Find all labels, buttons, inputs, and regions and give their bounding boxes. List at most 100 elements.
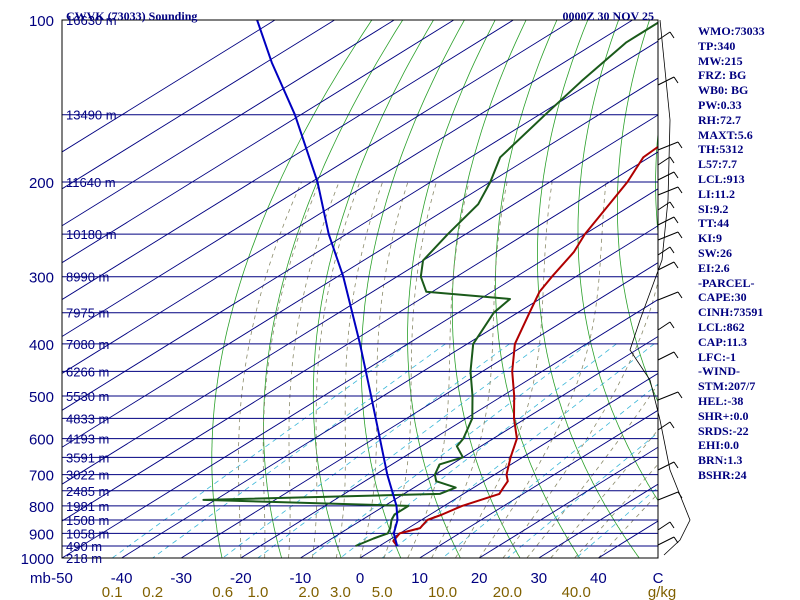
index-item: KI:9: [698, 231, 722, 246]
index-item: L57:7.7: [698, 157, 737, 172]
isotherm: [62, 151, 658, 522]
pressure-tick-label: 1000: [21, 551, 54, 568]
wind-barb: [657, 171, 675, 181]
mixing-ratio-tick-label: 0.2: [142, 584, 163, 600]
height-label: 5530 m: [66, 389, 109, 404]
temperature-tick-label: 30: [530, 570, 547, 587]
profiles: [202, 20, 658, 547]
index-item: HEL:-38: [698, 393, 744, 408]
isotherm: [62, 20, 395, 227]
wind-barb-flag: [669, 521, 675, 529]
index-item: WB0: BG: [698, 83, 749, 98]
index-item: PW:0.33: [698, 97, 742, 112]
height-label: 11640 m: [66, 175, 116, 190]
isotherm: [62, 20, 276, 153]
moist-adiabat: [262, 181, 321, 558]
index-item: MW:215: [698, 53, 743, 68]
pressure-tick-label: 800: [29, 499, 54, 516]
index-item: WMO:73033: [698, 24, 765, 38]
wind-barb-flag: [677, 291, 683, 299]
isotherm: [62, 20, 574, 338]
pressure-tick-label: 200: [29, 175, 54, 192]
isotherm: [62, 114, 658, 485]
mixing-ratio-tick-label: 40.0: [562, 584, 591, 600]
wind-barb-flag: [677, 141, 683, 149]
height-label: 490 m: [66, 539, 102, 554]
index-item: LFC:-1: [698, 349, 736, 364]
temperature-tick-label: -40: [111, 570, 133, 587]
wind-barb-flag: [669, 156, 675, 164]
wind-barb: [657, 421, 671, 431]
isotherm: [62, 20, 633, 374]
wind-barb-flag: [677, 186, 683, 194]
isotherm: [419, 409, 658, 558]
hodograph-trace: [629, 19, 691, 556]
isotherm: [478, 446, 658, 558]
pressure-tick-label: 300: [29, 270, 54, 287]
wind-barb-flag: [677, 391, 683, 399]
index-item: SI:9.2: [698, 201, 729, 216]
isotherm: [62, 20, 335, 190]
index-item: -WIND-: [698, 364, 740, 379]
wind-barb-flag: [673, 216, 679, 224]
moist-adiabat: [237, 181, 302, 558]
wind-barb: [657, 391, 679, 401]
temperature-tick-label: -30: [170, 570, 192, 587]
wind-barb-flag: [677, 231, 683, 239]
mixing-ratio-tick-label: 3.0: [330, 584, 351, 600]
moist-adiabat: [526, 383, 658, 558]
pressure-unit-label: mb: [30, 570, 51, 587]
wind-barb: [657, 321, 671, 331]
index-item: TH:5312: [698, 142, 744, 157]
wind-barb-flag: [673, 351, 679, 359]
index-item: TT:44: [698, 216, 730, 231]
pressure-tick-label: 500: [29, 389, 54, 406]
index-item: CAP:11.3: [698, 334, 747, 349]
index-item: RH:72.7: [698, 112, 741, 127]
index-item: CINH:73591: [698, 305, 764, 320]
height-label: 8990 m: [66, 270, 109, 285]
index-item: STM:207/7: [698, 379, 756, 394]
index-item: LI:11.2: [698, 186, 736, 201]
wind-barb: [657, 521, 671, 531]
isotherm: [62, 77, 658, 448]
height-label: 1981 m: [66, 499, 109, 514]
pressure-tick-label: 900: [29, 526, 54, 543]
dewpoint-profile: [202, 21, 658, 547]
index-item: LCL:862: [698, 319, 745, 334]
index-item: MAXT:5.6: [698, 127, 753, 142]
height-label: 10180 m: [66, 227, 117, 242]
isotherm: [300, 335, 658, 558]
wind-barb: [657, 461, 675, 471]
height-label: 16630 m: [66, 13, 117, 28]
temperature-tick-label: -50: [51, 570, 73, 587]
temperature-tick-label: 10: [411, 570, 428, 587]
wind-barb: [657, 261, 675, 271]
mixing-ratio-tick-label: 2.0: [298, 584, 319, 600]
height-label: 1508 m: [66, 513, 109, 528]
wind-barb-flag: [673, 461, 679, 469]
index-item: FRZ: BG: [698, 68, 747, 83]
temperature-tick-label: 20: [471, 570, 488, 587]
index-item: LCL:913: [698, 171, 745, 186]
index-item: TP:340: [698, 38, 736, 53]
wind-barb-flag: [669, 246, 675, 254]
height-label: 4193 m: [66, 432, 109, 447]
isotherm: [62, 40, 658, 411]
mixing-ratio-tick-label: 0.6: [212, 584, 233, 600]
temperature-tick-label: 40: [590, 570, 607, 587]
index-item: -PARCEL-: [698, 275, 755, 290]
pressure-tick-label: 700: [29, 468, 54, 485]
chart-time: 0000Z 30 NOV 25: [563, 9, 654, 23]
isotherm: [62, 20, 455, 264]
wind-barb: [657, 291, 679, 301]
wind-barb-flag: [673, 261, 679, 269]
wind-barb-flag: [669, 421, 675, 429]
height-label: 1058 m: [66, 526, 109, 541]
index-item: SW:26: [698, 245, 733, 260]
mixing-ratio-tick-label: 5.0: [372, 584, 393, 600]
height-label: 4833 m: [66, 411, 109, 426]
index-item: BRN:1.3: [698, 453, 743, 468]
isobars: [62, 19, 658, 559]
